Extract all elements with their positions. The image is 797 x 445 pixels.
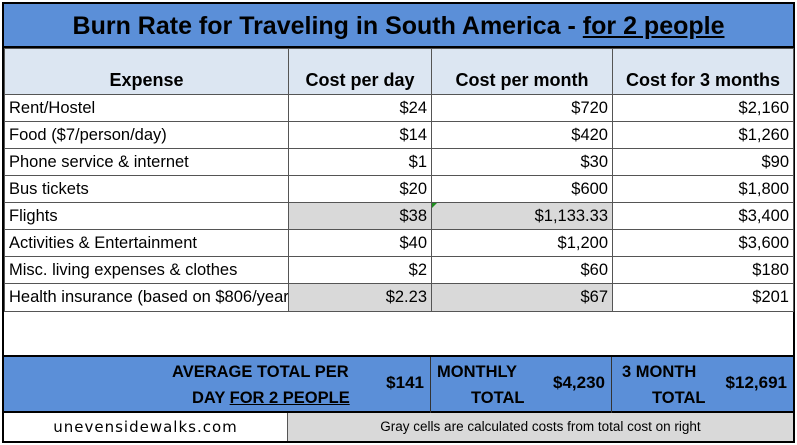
table-row: Misc. living expenses & clothes $2 $60 $…: [4, 256, 794, 284]
expense-cell: Food ($7/person/day): [4, 121, 289, 149]
footer-row: unevensidewalks.com Gray cells are calcu…: [4, 413, 793, 441]
monthly-total-label-1: MONTHLY: [437, 363, 518, 381]
month-cell: $1,200: [431, 229, 613, 257]
header-cost-per-day: Cost per day: [288, 48, 432, 95]
header-cost-per-month: Cost per month: [431, 48, 613, 95]
table-row: Rent/Hostel $24 $720 $2,160: [4, 94, 794, 122]
month-cell: $1,133.33: [431, 202, 613, 230]
table-title: Burn Rate for Traveling in South America…: [4, 4, 793, 48]
day-cell: $24: [288, 94, 432, 122]
daily-total-label-2a: DAY: [192, 389, 230, 407]
three-month-total-label-2: TOTAL: [652, 389, 706, 407]
expense-cell: Bus tickets: [4, 175, 289, 203]
expense-cell: Phone service & internet: [4, 148, 289, 176]
day-cell: $1: [288, 148, 432, 176]
totals-row: AVERAGE TOTAL PER DAY FOR 2 PEOPLE $141 …: [4, 355, 793, 413]
month-cell: $420: [431, 121, 613, 149]
table-row: Activities & Entertainment $40 $1,200 $3…: [4, 229, 794, 257]
table-row: Flights $38 $1,133.33 $3,400: [4, 202, 794, 230]
day-cell: $2: [288, 256, 432, 284]
expense-cell: Rent/Hostel: [4, 94, 289, 122]
day-cell: $20: [288, 175, 432, 203]
table-row: Bus tickets $20 $600 $1,800: [4, 175, 794, 203]
header-cost-3-months: Cost for 3 months: [612, 48, 794, 95]
month-cell: $720: [431, 94, 613, 122]
header-row: Expense Cost per day Cost per month Cost…: [4, 48, 794, 95]
month-cell: $67: [431, 283, 613, 312]
table-row: Food ($7/person/day) $14 $420 $1,260: [4, 121, 794, 149]
title-main: Burn Rate for Traveling in South America…: [72, 12, 583, 40]
monthly-total-label-2: TOTAL: [471, 389, 525, 407]
title-emphasis: for 2 people: [582, 12, 725, 40]
three-month-cell: $201: [612, 283, 794, 312]
daily-total-cell: AVERAGE TOTAL PER DAY FOR 2 PEOPLE $141: [4, 357, 431, 413]
expense-cell: Flights: [4, 202, 289, 230]
monthly-total-value: $4,230: [553, 373, 605, 392]
day-cell: $40: [288, 229, 432, 257]
month-cell: $60: [431, 256, 613, 284]
expense-cell: Misc. living expenses & clothes: [4, 256, 289, 284]
gray-cells-note: Gray cells are calculated costs from tot…: [288, 413, 793, 441]
header-expense: Expense: [4, 48, 289, 95]
expense-table: Expense Cost per day Cost per month Cost…: [4, 48, 794, 312]
month-cell: $30: [431, 148, 613, 176]
three-month-total-value: $12,691: [725, 373, 787, 392]
daily-total-label-1: AVERAGE TOTAL PER: [172, 363, 349, 381]
three-month-cell: $3,400: [612, 202, 794, 230]
day-cell: $38: [288, 202, 432, 230]
daily-total-label-2b: FOR 2 PEOPLE: [229, 389, 350, 407]
three-month-cell: $1,260: [612, 121, 794, 149]
day-cell: $14: [288, 121, 432, 149]
monthly-total-cell: MONTHLY TOTAL $4,230: [431, 357, 612, 413]
site-name: unevensidewalks.com: [4, 413, 288, 441]
three-month-cell: $3,600: [612, 229, 794, 257]
day-cell: $2.23: [288, 283, 432, 312]
daily-total-value: $141: [386, 373, 424, 392]
table-row: Health insurance (based on $806/year for…: [4, 283, 794, 312]
month-value: $1,133.33: [534, 206, 608, 225]
expense-cell: Health insurance (based on $806/year for…: [4, 283, 289, 312]
expense-cell: Activities & Entertainment: [4, 229, 289, 257]
three-month-cell: $1,800: [612, 175, 794, 203]
daily-total-label-2: DAY FOR 2 PEOPLE: [192, 385, 350, 411]
three-month-cell: $90: [612, 148, 794, 176]
month-cell: $600: [431, 175, 613, 203]
three-month-cell: $180: [612, 256, 794, 284]
three-month-total-label-1: 3 MONTH: [622, 363, 697, 381]
three-month-total-cell: 3 MONTH TOTAL $12,691: [612, 357, 793, 413]
three-month-cell: $2,160: [612, 94, 794, 122]
table-row: Phone service & internet $1 $30 $90: [4, 148, 794, 176]
